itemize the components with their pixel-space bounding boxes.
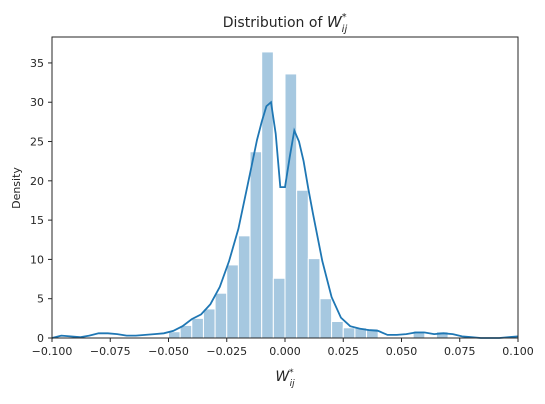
histogram-bar-3 bbox=[202, 308, 216, 339]
histogram-bar-10 bbox=[284, 73, 298, 339]
x-tick-label: 0.075 bbox=[444, 345, 476, 358]
y-tick-label: 20 bbox=[30, 175, 44, 188]
x-tick-label: 0.100 bbox=[502, 345, 534, 358]
x-tick-label: 0.025 bbox=[328, 345, 360, 358]
chart-title-prefix: Distribution of bbox=[223, 15, 327, 31]
histogram-bar-0 bbox=[168, 331, 181, 339]
y-tick-label: 25 bbox=[30, 136, 44, 149]
x-tick-label: −0.075 bbox=[90, 345, 131, 358]
histogram-bar-14 bbox=[331, 320, 344, 339]
x-tick-label: 0.050 bbox=[386, 345, 418, 358]
x-tick-label: 0.000 bbox=[269, 345, 301, 358]
x-axis-label-symbol: W bbox=[275, 369, 290, 385]
x-axis-label-subscript: ij bbox=[290, 379, 296, 389]
histogram-bar-5 bbox=[226, 264, 239, 339]
histogram-bar-7 bbox=[249, 151, 263, 339]
y-axis-label: Density bbox=[10, 167, 23, 209]
histogram-bar-15 bbox=[342, 327, 356, 339]
chart-title: Distribution of W* ij bbox=[223, 12, 348, 35]
kde-line bbox=[51, 100, 519, 339]
histogram-bar-12 bbox=[307, 258, 321, 339]
histogram-bar-11 bbox=[296, 189, 309, 339]
x-axis-label-superscript: * bbox=[289, 368, 294, 378]
histogram-bars bbox=[168, 51, 449, 339]
y-tick-label: 10 bbox=[30, 253, 44, 266]
chart-title-symbol: W bbox=[327, 13, 343, 31]
x-tick-label: −0.025 bbox=[206, 345, 247, 358]
chart-title-subscript: ij bbox=[342, 24, 348, 35]
histogram-bar-8 bbox=[261, 51, 274, 339]
y-tick-label: 30 bbox=[30, 96, 44, 109]
x-tick-label: −0.100 bbox=[32, 345, 73, 358]
y-tick-label: 15 bbox=[30, 214, 44, 227]
chart-title-superscript: * bbox=[342, 12, 347, 23]
x-axis-ticks: −0.100 −0.075 −0.050 −0.025 0.000 0.025 0.050 0… bbox=[32, 338, 534, 358]
histogram-bar-13 bbox=[319, 298, 333, 339]
histogram-bar-4 bbox=[214, 292, 228, 339]
y-tick-label: 35 bbox=[30, 57, 44, 70]
x-axis-label: W* ij bbox=[275, 368, 295, 389]
histogram-bar-9 bbox=[272, 277, 286, 339]
y-tick-label: 0 bbox=[37, 332, 44, 345]
x-tick-label: −0.050 bbox=[148, 345, 189, 358]
histogram-bar-6 bbox=[237, 235, 251, 339]
y-axis-ticks: 0 5 10 15 20 25 30 35 bbox=[30, 57, 52, 345]
y-tick-label: 5 bbox=[37, 293, 44, 306]
histogram-bar-2 bbox=[191, 317, 204, 339]
